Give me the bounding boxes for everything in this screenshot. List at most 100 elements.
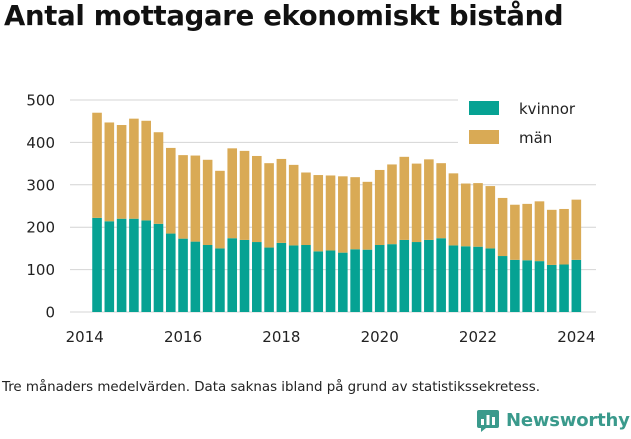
bar-man [178, 155, 188, 239]
bar-man [559, 209, 569, 265]
bar-kvinnor [572, 260, 582, 312]
bar-man [92, 113, 102, 218]
bar-kvinnor [313, 251, 323, 312]
bar-man [215, 171, 225, 249]
bar-kvinnor [350, 249, 360, 312]
bar-kvinnor [154, 224, 164, 312]
bar-kvinnor [129, 219, 139, 312]
bar-kvinnor [473, 247, 483, 312]
bar-man [191, 156, 201, 242]
bar-kvinnor [301, 245, 311, 312]
bar-kvinnor [387, 244, 397, 312]
bar-man [301, 173, 311, 246]
bar-man [375, 170, 385, 245]
bar-kvinnor [252, 242, 262, 312]
bar-kvinnor [141, 220, 151, 312]
x-tick-label: 2018 [262, 328, 300, 346]
bar-kvinnor [227, 238, 237, 312]
x-tick-label: 2022 [459, 328, 497, 346]
bar-man [105, 122, 115, 221]
bar-kvinnor [559, 265, 569, 312]
bar-kvinnor [363, 250, 373, 312]
bar-kvinnor [326, 251, 336, 312]
legend-item-kvinnor-swatch [469, 101, 499, 115]
bar-man [141, 121, 151, 221]
bar-kvinnor [240, 240, 250, 312]
newsworthy-brand[interactable]: Newsworthy [476, 408, 630, 432]
bar-kvinnor [522, 260, 532, 312]
bar-kvinnor [178, 239, 188, 312]
bar-man [473, 183, 483, 247]
bar-man [154, 132, 164, 224]
bar-man [572, 200, 582, 260]
y-tick-label: 400 [26, 134, 55, 152]
bar-kvinnor [191, 242, 201, 312]
x-tick-label: 2014 [66, 328, 104, 346]
x-tick-label: 2016 [164, 328, 202, 346]
x-tick-labels: 2014 2016 2018 2020 2022 2024 [66, 328, 596, 346]
bar-man [399, 157, 409, 240]
bar-kvinnor [117, 219, 127, 312]
bar-man [522, 204, 532, 260]
bar-kvinnor [338, 253, 348, 312]
bar-kvinnor [461, 246, 471, 312]
bar-man [412, 164, 422, 242]
bar-man [117, 125, 127, 219]
bar-man [129, 119, 139, 219]
y-tick-label: 100 [26, 261, 55, 279]
bar-man [264, 163, 274, 247]
bar-man [326, 175, 336, 250]
bar-kvinnor [166, 234, 176, 312]
bar-man [203, 160, 213, 245]
bar-chart-logo-icon [476, 408, 500, 432]
bar-man [547, 210, 557, 265]
bar-man [166, 148, 176, 234]
bar-man [338, 176, 348, 252]
bar-man [436, 163, 446, 238]
bar-kvinnor [498, 256, 508, 312]
legend-item-man-label: män [519, 129, 552, 147]
bar-kvinnor [264, 248, 274, 312]
chart-caption: Tre månaders medelvärden. Data saknas ib… [2, 380, 540, 395]
brand-name: Newsworthy [506, 410, 630, 431]
bar-kvinnor [289, 245, 299, 312]
bar-kvinnor [105, 221, 115, 312]
bar-kvinnor [203, 245, 213, 312]
bar-kvinnor [510, 260, 520, 312]
bar-man [240, 151, 250, 240]
bar-man [289, 165, 299, 246]
bar-kvinnor [412, 242, 422, 312]
y-tick-label: 500 [26, 92, 55, 110]
bar-man [510, 205, 520, 260]
bar-man [350, 177, 360, 249]
bar-kvinnor [449, 245, 459, 312]
bar-man [363, 182, 373, 250]
bar-kvinnor [424, 240, 434, 312]
y-tick-label: 200 [26, 219, 55, 237]
bar-man [387, 164, 397, 244]
legend-item-kvinnor-label: kvinnor [519, 100, 576, 118]
bar-kvinnor [375, 245, 385, 312]
bar-kvinnor [535, 261, 545, 312]
legend: kvinnor män [458, 92, 596, 156]
x-tick-label: 2024 [557, 328, 595, 346]
x-tick-label: 2020 [361, 328, 399, 346]
bar-man [252, 156, 262, 242]
bar-man [486, 186, 496, 248]
y-tick-labels: 0 100 200 300 400 500 [26, 92, 55, 322]
bar-kvinnor [436, 238, 446, 312]
bar-man [277, 159, 287, 243]
bar-man [498, 198, 508, 256]
y-tick-label: 300 [26, 176, 55, 194]
bar-man [313, 175, 323, 251]
bar-kvinnor [92, 218, 102, 312]
y-tick-label: 0 [45, 304, 55, 322]
bar-man [535, 201, 545, 261]
bar-man [424, 159, 434, 240]
bar-kvinnor [486, 248, 496, 312]
bar-man [227, 148, 237, 238]
bar-kvinnor [215, 248, 225, 312]
bar-kvinnor [547, 265, 557, 312]
bar-man [449, 173, 459, 245]
legend-item-man-swatch [469, 130, 499, 144]
